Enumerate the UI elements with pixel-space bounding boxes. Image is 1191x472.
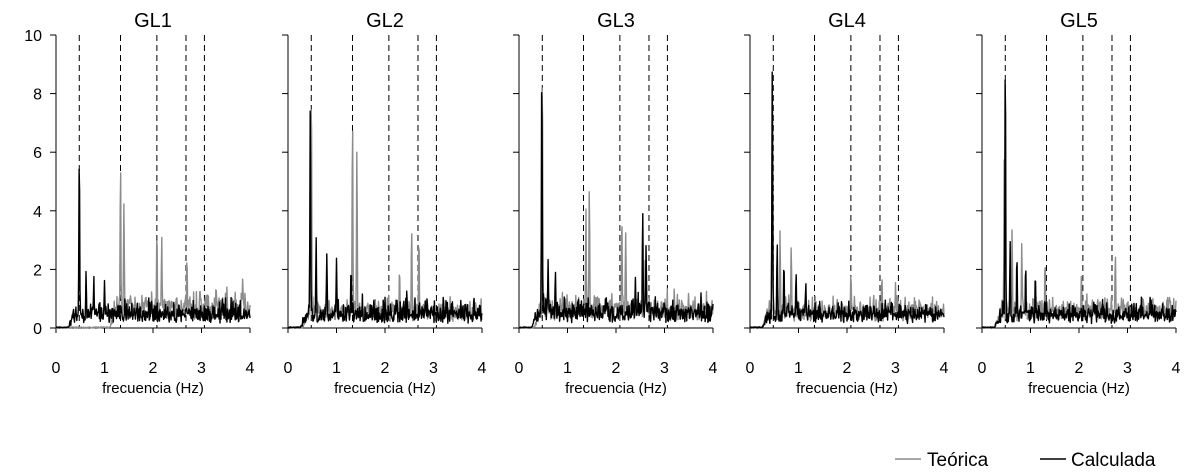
x-axis-label: frecuencia (Hz) bbox=[102, 380, 204, 397]
x-tick-label: 2 bbox=[381, 360, 390, 377]
y-tick-label: 8 bbox=[33, 87, 42, 104]
x-tick-label: 3 bbox=[660, 360, 669, 377]
legend-label-calculada: Calculada bbox=[1071, 450, 1156, 471]
panel-gl3: GL3 0 1 2 3 4 frecuencia (Hz) bbox=[513, 10, 718, 397]
x-tick-label: 0 bbox=[284, 360, 293, 377]
legend: Teórica Calculada bbox=[895, 450, 1156, 471]
x-tick-label: 1 bbox=[794, 360, 803, 377]
series-line-calculada bbox=[981, 79, 1177, 329]
x-tick-label: 4 bbox=[478, 360, 487, 377]
panel-gl5: GL5 0 1 2 3 4 frecuencia (Hz) bbox=[976, 10, 1181, 397]
x-tick-label: 3 bbox=[197, 360, 206, 377]
x-axis-label: frecuencia (Hz) bbox=[796, 380, 898, 397]
x-tick-label: 1 bbox=[100, 360, 109, 377]
x-tick-label: 0 bbox=[52, 360, 61, 377]
x-axis-label: frecuencia (Hz) bbox=[565, 380, 667, 397]
x-tick-label: 4 bbox=[246, 360, 255, 377]
x-tick-label: 0 bbox=[746, 360, 755, 377]
series-line-teorica bbox=[749, 116, 945, 329]
legend-label-teorica: Teórica bbox=[927, 450, 989, 471]
panel-title: GL3 bbox=[597, 10, 635, 32]
x-tick-label: 4 bbox=[940, 360, 949, 377]
x-tick-label: 3 bbox=[1123, 360, 1132, 377]
panel-gl2: GL2 0 1 2 3 4 frecuencia (Hz) bbox=[282, 10, 487, 397]
series-line-calculada bbox=[287, 110, 483, 329]
x-tick-label: 0 bbox=[978, 360, 987, 377]
series-line-calculada bbox=[749, 71, 945, 329]
y-tick-label: 2 bbox=[33, 262, 42, 279]
y-tick-label: 4 bbox=[33, 204, 42, 221]
series-line-calculada bbox=[55, 168, 251, 329]
y-tick-label: 10 bbox=[24, 28, 42, 45]
x-tick-label: 1 bbox=[1026, 360, 1035, 377]
x-axis-label: frecuencia (Hz) bbox=[334, 380, 436, 397]
series-line-calculada bbox=[518, 92, 714, 329]
x-tick-label: 4 bbox=[709, 360, 718, 377]
x-tick-label: 2 bbox=[843, 360, 852, 377]
x-tick-label: 1 bbox=[332, 360, 341, 377]
panel-gl4: GL4 0 1 2 3 4 frecuencia (Hz) bbox=[744, 10, 949, 397]
x-tick-label: 4 bbox=[1172, 360, 1181, 377]
panel-title: GL1 bbox=[134, 10, 172, 32]
x-tick-label: 3 bbox=[429, 360, 438, 377]
x-tick-label: 2 bbox=[149, 360, 158, 377]
x-tick-label: 1 bbox=[563, 360, 572, 377]
y-tick-label: 6 bbox=[33, 145, 42, 162]
x-tick-label: 2 bbox=[1075, 360, 1084, 377]
x-tick-label: 0 bbox=[515, 360, 524, 377]
panel-gl1: GL1 0 2 4 6 8 10 0 1 2 3 4 frecuencia (Hz) bbox=[24, 10, 254, 397]
panel-title: GL2 bbox=[366, 10, 404, 32]
y-tick-label: 0 bbox=[33, 321, 42, 338]
panel-title: GL4 bbox=[828, 10, 866, 32]
panel-title: GL5 bbox=[1060, 10, 1098, 32]
x-tick-label: 3 bbox=[891, 360, 900, 377]
x-axis-label: frecuencia (Hz) bbox=[1028, 380, 1130, 397]
x-tick-label: 2 bbox=[612, 360, 621, 377]
